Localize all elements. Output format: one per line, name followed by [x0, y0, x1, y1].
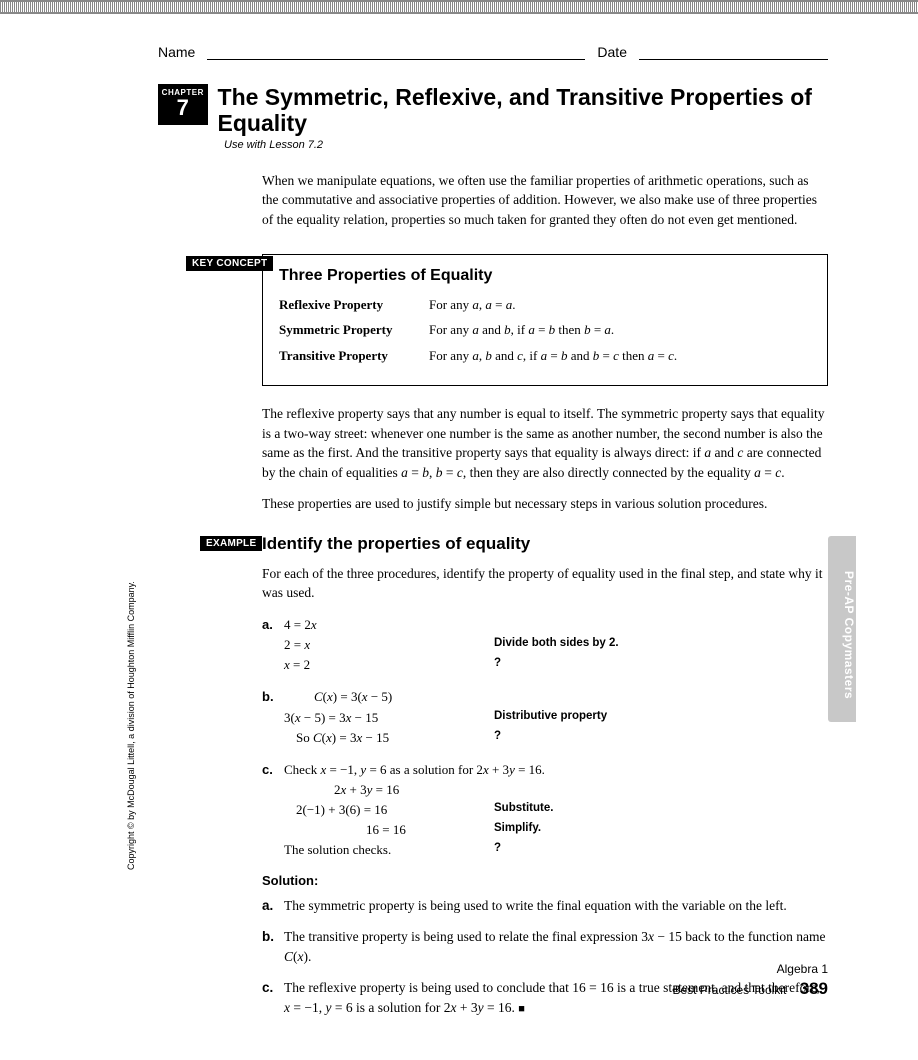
solution-text: The symmetric property is being used to …: [284, 898, 787, 913]
name-label: Name: [158, 44, 195, 60]
property-row: Symmetric PropertyFor any a and b, if a …: [279, 320, 811, 340]
example-title: Identify the properties of equality: [262, 534, 828, 554]
lesson-subtitle: Use with Lesson 7.2: [224, 139, 828, 151]
date-input-line[interactable]: [639, 44, 828, 60]
page-number: 389: [800, 979, 828, 998]
equation: 16 = 16: [284, 820, 494, 840]
property-desc: For any a and b, if a = b then b = a.: [429, 320, 614, 340]
equation: The solution checks.: [284, 840, 494, 860]
equation-row: 2(−1) + 3(6) = 16Substitute.: [284, 800, 828, 820]
example-item-c: c. Check x = −1, y = 6 as a solution for…: [262, 760, 828, 861]
item-letter: b.: [262, 927, 274, 947]
item-letter: a.: [262, 615, 273, 635]
chapter-number: 7: [158, 97, 208, 119]
footer-subtitle: Best Practices Toolkit: [672, 983, 786, 997]
item-letter: a.: [262, 896, 273, 916]
equation: So C(x) = 3x − 15: [284, 728, 494, 748]
concept-box-title: Three Properties of Equality: [279, 267, 811, 285]
equation-row: So C(x) = 3x − 15?: [284, 728, 828, 748]
key-concept-box: Three Properties of Equality Reflexive P…: [262, 254, 828, 387]
explanation-paragraph-2: These properties are used to justify sim…: [262, 494, 828, 514]
property-name: Reflexive Property: [279, 295, 429, 315]
key-concept-label: KEY CONCEPT: [186, 256, 273, 271]
property-row: Reflexive PropertyFor any a, a = a.: [279, 295, 811, 315]
chapter-badge: CHAPTER 7: [158, 84, 208, 125]
equation: 3(x − 5) = 3x − 15: [284, 708, 494, 728]
page-content: Name Date CHAPTER 7 The Symmetric, Refle…: [0, 14, 918, 1060]
top-decorative-border: [0, 0, 918, 14]
name-input-line[interactable]: [207, 44, 585, 60]
equation-row: 3(x − 5) = 3x − 15Distributive property: [284, 708, 828, 728]
intro-paragraph: When we manipulate equations, we often u…: [262, 171, 828, 230]
property-row: Transitive PropertyFor any a, b and c, i…: [279, 346, 811, 366]
equation-row: 2x + 3y = 16: [284, 780, 828, 800]
equation-note: Simplify.: [494, 820, 541, 840]
equation-row: x = 2?: [284, 655, 828, 675]
solution-a: a. The symmetric property is being used …: [262, 896, 828, 916]
equation-row: 4 = 2x: [284, 615, 828, 635]
item-letter: c.: [262, 760, 273, 780]
header-row: Name Date: [158, 44, 828, 60]
property-name: Transitive Property: [279, 346, 429, 366]
equation: 2(−1) + 3(6) = 16: [284, 800, 494, 820]
equation-note: ?: [494, 840, 501, 860]
equation: 2 = x: [284, 635, 494, 655]
example-item-b: b. C(x) = 3(x − 5)3(x − 5) = 3x − 15Dist…: [262, 687, 828, 747]
example-item-a: a. 4 = 2x2 = xDivide both sides by 2.x =…: [262, 615, 828, 675]
solution-heading: Solution:: [262, 873, 828, 888]
equation: x = 2: [284, 655, 494, 675]
equation: C(x) = 3(x − 5): [284, 687, 494, 707]
example-label: EXAMPLE: [200, 536, 262, 551]
equation: 2x + 3y = 16: [284, 780, 494, 800]
page-title: The Symmetric, Reflexive, and Transitive…: [218, 84, 828, 137]
equation-note: ?: [494, 728, 501, 748]
property-name: Symmetric Property: [279, 320, 429, 340]
solution-text: The transitive property is being used to…: [284, 929, 825, 964]
property-desc: For any a, b and c, if a = b and b = c t…: [429, 346, 677, 366]
copyright-text: Copyright © by McDougal Littell, a divis…: [126, 581, 136, 870]
equation-note: Substitute.: [494, 800, 553, 820]
property-desc: For any a, a = a.: [429, 295, 515, 315]
equation-row: The solution checks.?: [284, 840, 828, 860]
date-label: Date: [597, 44, 627, 60]
main-content: When we manipulate equations, we often u…: [262, 171, 828, 1018]
footer-book-title: Algebra 1: [672, 962, 828, 978]
equation-note: Divide both sides by 2.: [494, 635, 619, 655]
example-prompt: For each of the three procedures, identi…: [262, 564, 828, 603]
equation-row: C(x) = 3(x − 5): [284, 687, 828, 707]
page-footer: Algebra 1 Best Practices Toolkit 389: [672, 962, 828, 1000]
side-tab: Pre-AP Copymasters: [828, 536, 856, 722]
equation-note: ?: [494, 655, 501, 675]
equation: 4 = 2x: [284, 615, 494, 635]
equation-row: 2 = xDivide both sides by 2.: [284, 635, 828, 655]
explanation-paragraph-1: The reflexive property says that any num…: [262, 404, 828, 482]
chapter-heading: CHAPTER 7 The Symmetric, Reflexive, and …: [158, 84, 828, 137]
solution-b: b. The transitive property is being used…: [262, 927, 828, 966]
equation-note: Distributive property: [494, 708, 607, 728]
equation-row: 16 = 16Simplify.: [284, 820, 828, 840]
item-letter: b.: [262, 687, 274, 707]
item-letter: c.: [262, 978, 273, 998]
